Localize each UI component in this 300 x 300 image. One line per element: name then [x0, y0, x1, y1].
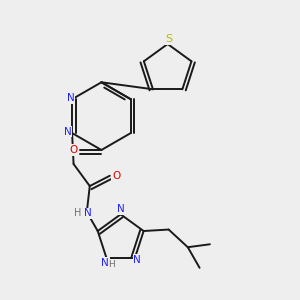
Text: N: N — [133, 255, 141, 265]
Text: S: S — [166, 34, 173, 44]
Text: H: H — [108, 260, 115, 269]
Text: N: N — [64, 127, 72, 136]
Text: N: N — [83, 208, 91, 218]
Text: N: N — [101, 258, 109, 268]
Text: O: O — [112, 171, 120, 181]
Text: N: N — [117, 204, 124, 214]
Text: O: O — [70, 145, 78, 155]
Text: N: N — [67, 93, 74, 103]
Text: H: H — [74, 208, 81, 218]
